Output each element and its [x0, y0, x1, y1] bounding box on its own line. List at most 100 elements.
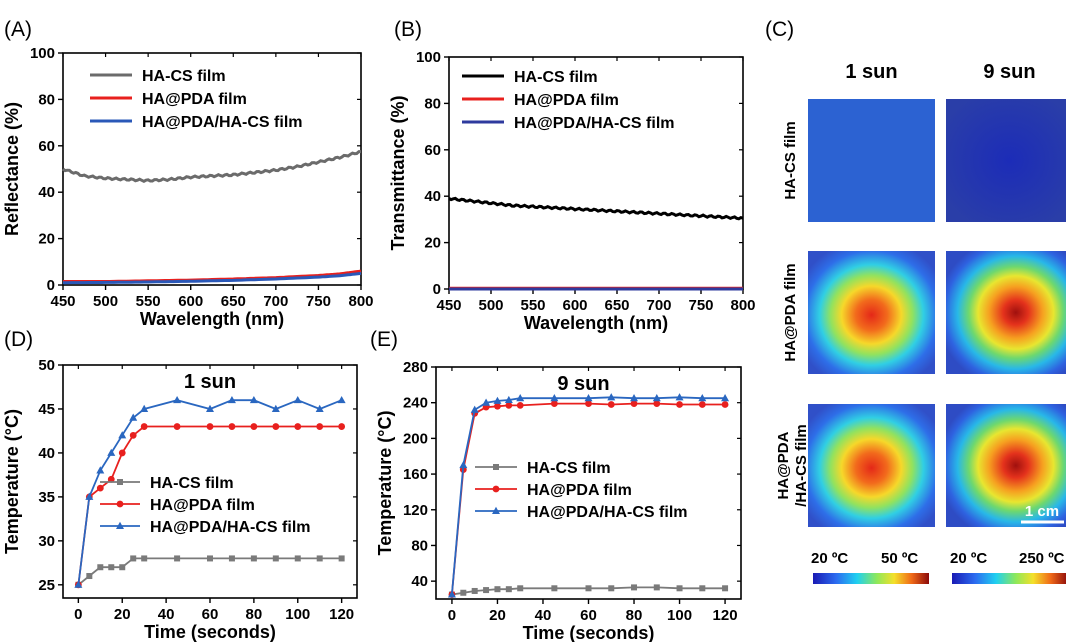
series-ha-pda-ha-cs-film	[447, 393, 730, 598]
x-tick-label: 60	[202, 606, 219, 623]
x-tick-label: 800	[730, 297, 755, 314]
data-point	[294, 555, 301, 562]
data-point	[96, 484, 104, 492]
row-label-line: HA@PDA film	[782, 263, 799, 361]
data-point	[699, 585, 706, 592]
row-label: HA-CS film	[782, 121, 799, 199]
chart-title: 9 sun	[557, 373, 609, 395]
data-point	[585, 400, 592, 407]
x-tick-label: 0	[448, 607, 456, 624]
panel-letter: (E)	[370, 328, 398, 351]
y-tick-label: 280	[403, 359, 428, 376]
y-tick-label: 100	[416, 49, 441, 66]
chart-panel-b: (B) 450 500 550 600 650 700 750 800 0 20 40 60 80 100 W…	[388, 18, 756, 333]
y-axis-label: Temperature (°C)	[2, 409, 22, 554]
legend-marker	[492, 485, 500, 493]
legend-entry: HA@PDA/HA-CS film	[142, 114, 303, 131]
legend-marker	[116, 500, 124, 508]
data-point	[228, 423, 236, 430]
thermal-image	[808, 404, 935, 527]
data-point	[206, 423, 214, 430]
data-point	[482, 398, 491, 406]
column-header: 1 sun	[845, 61, 897, 83]
y-tick-label: 40	[38, 184, 55, 201]
data-point	[249, 395, 258, 404]
data-point	[294, 423, 302, 430]
data-point	[460, 589, 467, 596]
x-tick-label: 800	[348, 293, 373, 310]
x-tick-label: 20	[489, 607, 506, 624]
data-point	[676, 585, 683, 592]
panel-letter: (D)	[4, 328, 33, 351]
y-tick-label: 0	[47, 277, 55, 294]
y-tick-label: 30	[38, 533, 55, 550]
column-header: 9 sun	[983, 61, 1035, 83]
data-point	[338, 423, 346, 430]
colorbar-min-label: 20 ºC	[811, 550, 848, 567]
x-tick-label: 750	[306, 293, 331, 310]
y-axis-label: Reflectance (%)	[2, 102, 22, 236]
series-ha-cs-film	[448, 196, 744, 221]
row-label: HA@PDA film	[782, 263, 799, 361]
x-tick-label: 80	[246, 606, 263, 623]
data-point	[504, 395, 513, 404]
y-axis-label: Temperature (°C)	[375, 411, 395, 556]
y-tick-label: 45	[38, 401, 55, 418]
data-point	[337, 395, 346, 404]
data-point	[316, 423, 324, 430]
x-tick-label: 550	[136, 293, 161, 310]
data-point	[722, 585, 729, 592]
data-point	[74, 580, 83, 588]
x-tick-label: 450	[50, 293, 75, 310]
series-ha-pda-film	[448, 400, 729, 598]
y-tick-label: 80	[411, 537, 428, 554]
y-tick-label: 40	[424, 188, 441, 205]
data-point	[675, 393, 684, 401]
data-point	[494, 586, 501, 593]
series-ha-pda-ha-cs-film	[63, 271, 362, 285]
x-axis-label: Wavelength (nm)	[140, 309, 284, 329]
legend-entry: HA@PDA film	[527, 482, 632, 499]
panel-letter: (B)	[394, 18, 422, 41]
series-line	[451, 402, 726, 595]
data-point	[676, 401, 683, 408]
data-point	[316, 555, 323, 562]
x-tick-label: 500	[93, 293, 118, 310]
data-point	[607, 393, 616, 401]
data-point	[550, 400, 558, 407]
data-point	[118, 449, 126, 457]
data-point	[551, 585, 558, 592]
data-point	[721, 401, 729, 408]
legend-entry: HA-CS film	[150, 475, 234, 492]
legend: HA-CS film HA@PDA film HA@PDA/HA-CS film	[462, 69, 675, 132]
legend: HA-CS film HA@PDA film HA@PDA/HA-CS film	[100, 475, 311, 536]
data-point	[652, 394, 661, 402]
legend-entry: HA-CS film	[142, 68, 226, 85]
data-point	[271, 404, 280, 412]
scale-bar-label: 1 cm	[1025, 503, 1059, 520]
data-point	[631, 584, 638, 591]
panel-letter: (C)	[765, 18, 794, 41]
data-point	[630, 394, 639, 402]
legend-marker	[492, 506, 500, 514]
chart-panel-e: (E) 0 20 40 60 80 100 120 40 80 120 160 200 240 280 Tim…	[370, 328, 742, 642]
data-point	[653, 584, 660, 591]
legend-marker	[117, 479, 123, 485]
x-tick-label: 60	[580, 607, 597, 624]
x-tick-label: 40	[535, 607, 552, 624]
legend-marker	[493, 464, 499, 470]
chart-title: 1 sun	[184, 371, 236, 393]
colorbar-max-label: 50 ºC	[881, 550, 918, 567]
legend: HA-CS film HA@PDA film HA@PDA/HA-CS film	[475, 460, 688, 521]
thermal-images-layer: (C) 1 sun 9 sun HA-CS film HA@PDA film HA@PDA…	[765, 18, 1066, 584]
data-point	[630, 400, 638, 407]
y-tick-label: 40	[411, 573, 428, 590]
data-point	[85, 492, 94, 500]
data-point	[584, 394, 593, 402]
chart-panel-a: (A) 450 500 550 600 650 700 750 800 0 20 40 60 80 100 W…	[2, 18, 374, 329]
series-ha-cs-film	[62, 150, 361, 183]
x-tick-label: 20	[114, 606, 131, 623]
x-tick-label: 120	[713, 607, 738, 624]
x-tick-label: 500	[478, 297, 503, 314]
